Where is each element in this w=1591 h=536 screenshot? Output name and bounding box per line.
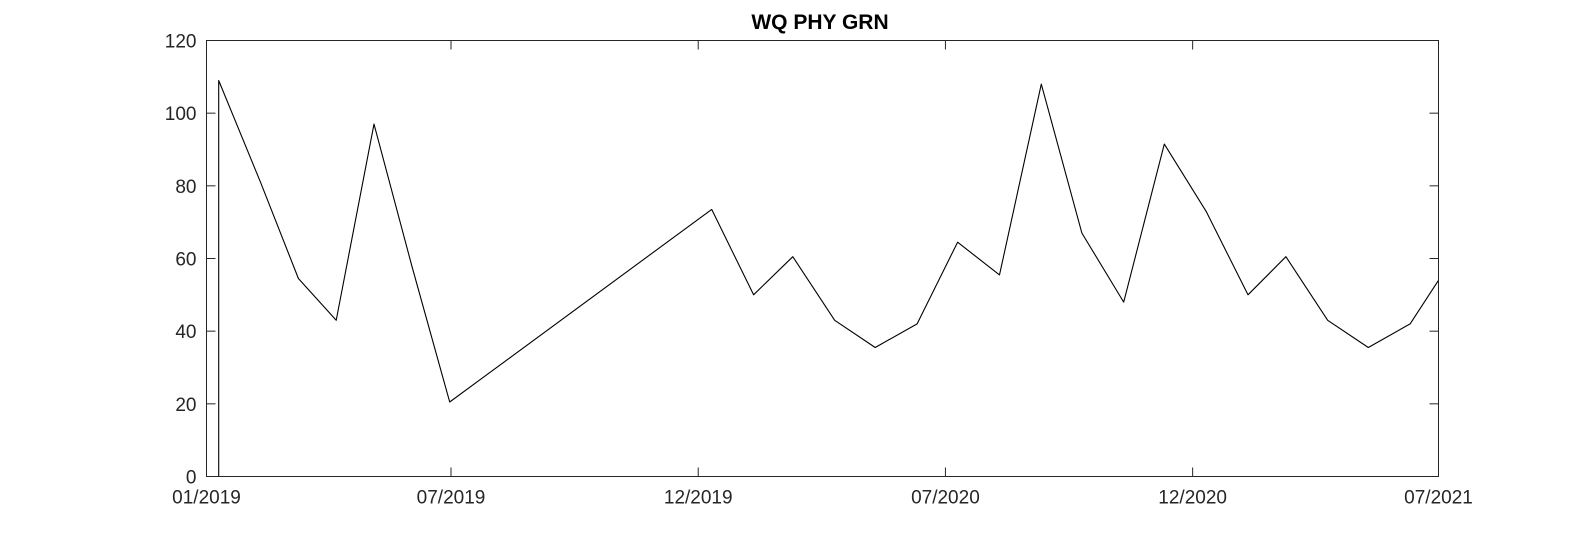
y-tick-label: 20 xyxy=(175,395,196,416)
plot-frame xyxy=(206,40,1439,477)
axes: 0 20 40 60 80 100 120 01/2019 07/2019 12/2019 07/2… xyxy=(165,32,1473,509)
y-tick-label: 40 xyxy=(175,322,196,343)
chart-title: WQ PHY GRN xyxy=(751,11,888,34)
x-tick-label: 07/2021 xyxy=(1404,488,1473,509)
y-tick-label: 0 xyxy=(186,468,197,489)
series-line xyxy=(218,79,1439,477)
x-tick-label: 01/2019 xyxy=(172,488,241,509)
y-tick-label: 120 xyxy=(165,32,197,53)
y-tick-label: 100 xyxy=(165,104,197,125)
x-tick-label: 07/2020 xyxy=(911,488,980,509)
x-tick-label: 12/2020 xyxy=(1158,488,1227,509)
series-group xyxy=(218,79,1439,477)
x-tick-label: 07/2019 xyxy=(417,488,486,509)
x-tick-label: 12/2019 xyxy=(664,488,733,509)
y-tick-label: 60 xyxy=(175,250,196,271)
y-tick-label: 80 xyxy=(175,177,196,198)
